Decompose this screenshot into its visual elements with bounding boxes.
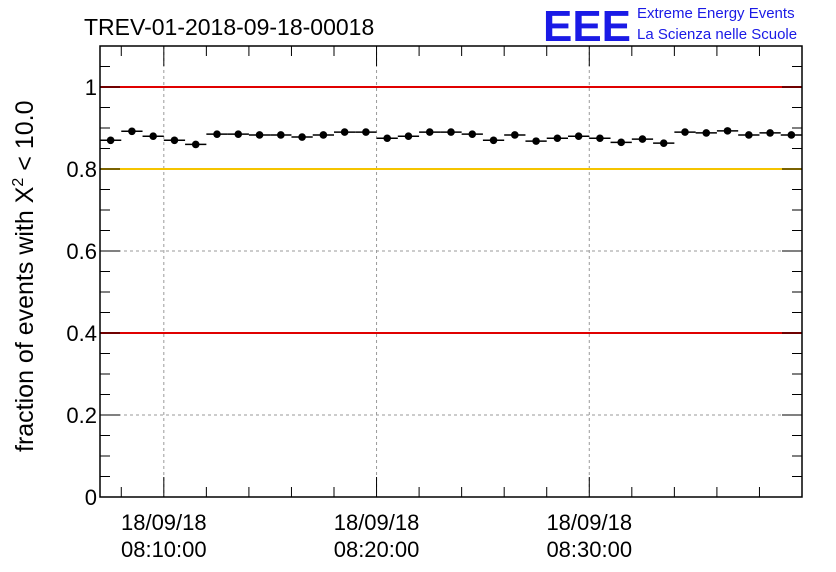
x-tick-date-label: 18/09/18: [546, 510, 632, 535]
data-point: [362, 128, 370, 136]
y-tick-label: 0.6: [66, 239, 97, 264]
data-point: [447, 128, 455, 136]
data-point: [106, 136, 115, 145]
data-point: [340, 128, 349, 136]
data-point: [170, 136, 179, 145]
data-point: [596, 134, 604, 143]
data-point: [638, 135, 647, 143]
data-point: [277, 131, 285, 139]
tick-labels: 00.20.40.60.8118/09/1808:10:0018/09/1808…: [66, 75, 632, 562]
data-point: [766, 129, 774, 137]
eee-logo: EEE: [543, 2, 631, 51]
data-point: [489, 136, 498, 145]
y-tick-label: 0.2: [66, 403, 97, 428]
data-point: [553, 134, 562, 143]
logo-line-1: Extreme Energy Events: [637, 5, 795, 22]
data-point: [298, 133, 306, 141]
logo-line-2: La Scienza nelle Scuole: [637, 26, 797, 43]
data-point: [617, 138, 625, 147]
x-tick-date-label: 18/09/18: [334, 510, 420, 535]
data-point: [681, 128, 689, 136]
data-point: [574, 132, 583, 140]
data-point: [128, 127, 136, 136]
data-point: [213, 130, 221, 138]
data-point: [659, 139, 668, 147]
data-point: [404, 132, 413, 140]
data-point: [723, 127, 732, 135]
x-tick-date-label: 18/09/18: [121, 510, 207, 535]
data-point: [702, 129, 711, 137]
data-point: [191, 140, 200, 149]
reference-lines: [100, 86, 802, 334]
x-tick-time-label: 08:10:00: [121, 537, 207, 562]
x-tick-time-label: 08:30:00: [546, 537, 632, 562]
data-point: [319, 131, 328, 139]
data-point: [532, 137, 540, 145]
y-tick-label: 0.8: [66, 157, 97, 182]
data-point: [511, 131, 519, 139]
data-point: [468, 130, 477, 138]
chart-title: TREV-01-2018-09-18-00018: [84, 14, 374, 40]
x-tick-time-label: 08:20:00: [334, 537, 420, 562]
y-axis-label: fraction of events with X2 < 10.0: [10, 101, 39, 452]
data-point: [787, 131, 796, 139]
y-tick-label: 0: [85, 485, 97, 510]
data-points: [100, 127, 802, 149]
data-point: [745, 131, 753, 139]
data-point: [383, 134, 391, 143]
y-tick-label: 0.4: [66, 321, 97, 346]
data-point: [255, 131, 264, 139]
data-point: [149, 132, 157, 140]
data-point: [425, 128, 434, 136]
y-tick-label: 1: [85, 75, 97, 100]
data-point: [234, 130, 243, 138]
axes: [99, 45, 803, 498]
